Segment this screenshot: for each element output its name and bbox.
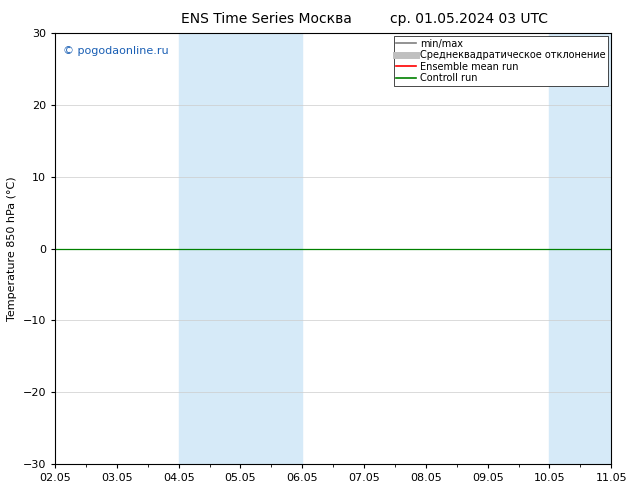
Bar xyxy=(550,33,634,464)
Bar xyxy=(179,33,302,464)
Legend: min/max, Среднеквадратическое отклонение, Ensemble mean run, Controll run: min/max, Среднеквадратическое отклонение… xyxy=(394,36,609,86)
Text: ENS Time Series Москва: ENS Time Series Москва xyxy=(181,12,352,26)
Text: ср. 01.05.2024 03 UTC: ср. 01.05.2024 03 UTC xyxy=(390,12,548,26)
Text: © pogodaonline.ru: © pogodaonline.ru xyxy=(63,46,169,56)
Y-axis label: Temperature 850 hPa (°C): Temperature 850 hPa (°C) xyxy=(7,176,17,321)
